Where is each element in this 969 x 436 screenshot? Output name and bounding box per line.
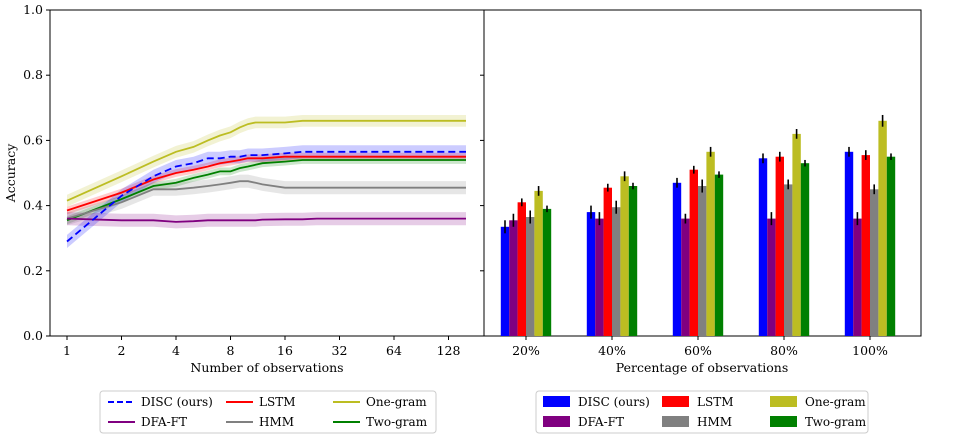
bar-lstm	[861, 155, 870, 336]
bar-disc-ours	[672, 182, 682, 336]
line-chart-frame	[49, 9, 485, 337]
legend-label-dfa-ft: DFA-FT	[578, 415, 624, 429]
bar-dfa-ft	[853, 218, 862, 336]
x-axis-label-left: Number of observations	[190, 360, 343, 375]
legend-swatch-two-gram	[770, 416, 797, 427]
bar-disc-ours	[758, 158, 768, 336]
bar-hmm	[526, 217, 535, 336]
bar-one-gram	[706, 151, 715, 336]
category-label: 40%	[598, 343, 626, 358]
bar-hmm	[698, 186, 707, 336]
bar-dfa-ft	[767, 218, 776, 336]
legend-label-dfa-ft: DFA-FT	[141, 415, 187, 429]
bar-hmm	[870, 189, 879, 336]
confidence-bands	[67, 115, 466, 248]
legend-label-one-gram: One-gram	[366, 395, 427, 409]
bar-lstm	[689, 169, 698, 336]
bar-hmm	[612, 207, 621, 336]
legend-label-lstm: LSTM	[259, 395, 295, 409]
legend-swatch-hmm	[662, 416, 689, 427]
legend-swatch-disc-ours	[543, 396, 570, 407]
x-tick-label: 32	[332, 343, 348, 358]
bar-one-gram	[620, 176, 629, 336]
legend-label-two-gram: Two-gram	[805, 415, 867, 429]
x-tick-label: 4	[172, 343, 180, 358]
band-two-gram	[67, 156, 466, 225]
legend-label-disc-ours: DISC (ours)	[578, 395, 650, 409]
y-tick-label: 0.6	[23, 132, 43, 147]
x-tick-label: 128	[437, 343, 461, 358]
x-tick-label: 8	[227, 343, 235, 358]
bar-one-gram	[878, 120, 887, 336]
legend-swatch-lstm	[662, 396, 689, 407]
line-dfa-ft	[66, 217, 466, 223]
legend-label-hmm: HMM	[697, 415, 732, 429]
x-tick-label: 2	[118, 343, 126, 358]
category-ticks: 20% 40% 60% 80% 100%	[512, 336, 888, 358]
bar-disc-ours	[586, 212, 596, 336]
bar-dfa-ft	[595, 218, 604, 336]
bar-lstm	[517, 202, 526, 336]
y-axis-ticks: 0.0 0.2 0.4 0.6 0.8 1.0	[23, 2, 50, 343]
bar-disc-ours	[500, 226, 510, 336]
bar-one-gram	[792, 133, 801, 336]
bar-hmm	[784, 184, 793, 336]
x-tick-label: 16	[277, 343, 293, 358]
category-label: 60%	[684, 343, 712, 358]
bar-dfa-ft	[509, 220, 518, 336]
legend-swatch-dfa-ft	[543, 416, 570, 427]
bar-lstm	[603, 187, 612, 336]
legend-label-lstm: LSTM	[697, 395, 733, 409]
band-one-gram	[67, 115, 466, 207]
x-tick-label: 64	[386, 343, 402, 358]
line-chart-panel: 0.0 0.2 0.4 0.6 0.8 1.0 1 2 4 8 16 32 64 128 Accurac…	[3, 2, 485, 375]
y-tick-label: 0.2	[23, 263, 43, 278]
legend-right: DISC (ours) LSTM One-gram DFA-FT HMM Two-gram	[535, 390, 869, 434]
right-y-ticks	[480, 9, 484, 337]
bar-disc-ours	[844, 151, 854, 336]
bar-two-gram	[886, 156, 896, 336]
bar-two-gram	[800, 163, 810, 336]
category-label: 80%	[770, 343, 798, 358]
y-tick-label: 0.8	[23, 67, 43, 82]
bar-one-gram	[534, 190, 543, 336]
x-axis-ticks: 1 2 4 8 16 32 64 128	[63, 336, 460, 358]
legend-label-disc-ours: DISC (ours)	[141, 395, 213, 409]
y-tick-label: 0.0	[23, 328, 43, 343]
bar-two-gram	[542, 208, 552, 336]
bar-two-gram	[714, 174, 724, 336]
bar-chart-panel: 20% 40% 60% 80% 100% Percentage of observati…	[480, 9, 922, 375]
line-lstm	[66, 155, 466, 212]
bar-two-gram	[628, 186, 638, 336]
y-tick-label: 0.4	[23, 198, 43, 213]
line-two-gram	[66, 159, 466, 222]
legend-swatch-one-gram	[770, 396, 797, 407]
legend-left: DISC (ours) LSTM One-gram DFA-FT HMM Two-gram	[99, 390, 437, 434]
bar-dfa-ft	[681, 218, 690, 336]
line-disc-ours	[66, 150, 466, 243]
line-one-gram	[66, 119, 466, 202]
x-axis-label-right: Percentage of observations	[616, 360, 789, 375]
band-lstm	[67, 152, 466, 215]
legend-label-one-gram: One-gram	[805, 395, 866, 409]
y-axis-label: Accuracy	[3, 143, 18, 204]
legend-label-hmm: HMM	[259, 415, 294, 429]
bars	[500, 114, 896, 336]
x-tick-label: 1	[63, 343, 71, 358]
series-lines	[66, 119, 466, 243]
category-label: 20%	[512, 343, 540, 358]
line-hmm	[66, 180, 466, 220]
bar-lstm	[775, 156, 784, 336]
category-label: 100%	[852, 343, 888, 358]
y-tick-label: 1.0	[23, 2, 43, 17]
legend-label-two-gram: Two-gram	[366, 415, 428, 429]
